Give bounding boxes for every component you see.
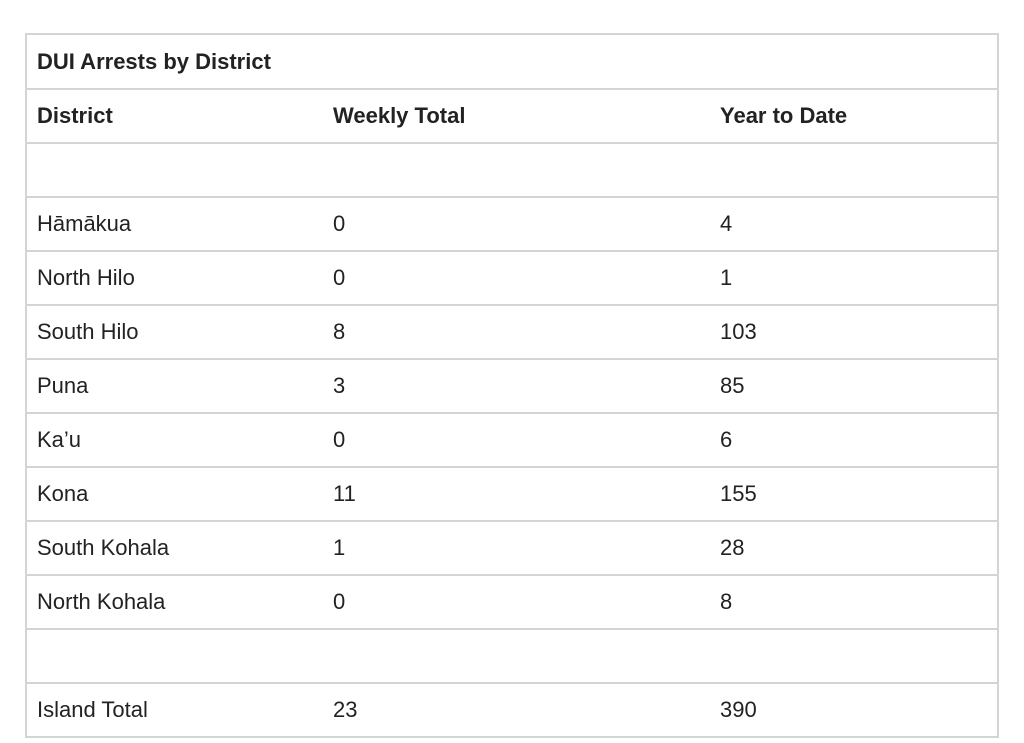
district-cell: South Kohala bbox=[37, 535, 170, 560]
year-to-date-cell: 85 bbox=[720, 373, 745, 398]
table-row: North Hilo 0 1 bbox=[27, 252, 997, 306]
dui-arrests-table: DUI Arrests by District District Weekly … bbox=[25, 33, 999, 738]
weekly-total-cell: 0 bbox=[333, 211, 346, 236]
year-to-date-cell: 155 bbox=[720, 481, 757, 506]
table-body: Hāmākua 0 4 North Hilo 0 1 South Hilo 8 103 Puna 3… bbox=[27, 144, 997, 738]
district-cell: North Hilo bbox=[37, 265, 135, 290]
table-row: Hāmākua 0 4 bbox=[27, 198, 997, 252]
table-row: South Hilo 8 103 bbox=[27, 306, 997, 360]
year-to-date-cell: 1 bbox=[720, 265, 733, 290]
district-cell: Kona bbox=[37, 481, 89, 506]
header-weekly-total: Weekly Total bbox=[333, 103, 466, 128]
weekly-total-cell: 11 bbox=[333, 481, 356, 506]
weekly-total-cell: 0 bbox=[333, 265, 346, 290]
table-row: Kona 11 155 bbox=[27, 468, 997, 522]
district-cell: Hāmākua bbox=[37, 211, 132, 236]
weekly-total-cell: 8 bbox=[333, 319, 346, 344]
weekly-total-cell: 0 bbox=[333, 427, 346, 452]
weekly-total-cell: 0 bbox=[333, 589, 346, 614]
district-cell: South Hilo bbox=[37, 319, 139, 344]
table-row bbox=[27, 144, 997, 198]
table-row: Island Total 23 390 bbox=[27, 684, 997, 738]
table-header-row: District Weekly Total Year to Date bbox=[27, 90, 997, 144]
year-to-date-cell: 103 bbox=[720, 319, 757, 344]
table-row: Ka’u 0 6 bbox=[27, 414, 997, 468]
table-title-row: DUI Arrests by District bbox=[27, 35, 997, 90]
weekly-total-cell: 23 bbox=[333, 697, 358, 722]
district-cell: Ka’u bbox=[37, 427, 82, 452]
table-row bbox=[27, 630, 997, 684]
header-district: District bbox=[37, 103, 113, 128]
year-to-date-cell: 390 bbox=[720, 697, 757, 722]
year-to-date-cell: 28 bbox=[720, 535, 745, 560]
year-to-date-cell: 8 bbox=[720, 589, 733, 614]
district-cell: Puna bbox=[37, 373, 89, 398]
table-row: Puna 3 85 bbox=[27, 360, 997, 414]
district-cell: North Kohala bbox=[37, 589, 166, 614]
year-to-date-cell: 4 bbox=[720, 211, 733, 236]
district-cell: Island Total bbox=[37, 697, 148, 722]
weekly-total-cell: 1 bbox=[333, 535, 346, 560]
year-to-date-cell: 6 bbox=[720, 427, 733, 452]
table-row: South Kohala 1 28 bbox=[27, 522, 997, 576]
weekly-total-cell: 3 bbox=[333, 373, 346, 398]
header-year-to-date: Year to Date bbox=[720, 103, 848, 128]
table-row: North Kohala 0 8 bbox=[27, 576, 997, 630]
table-title: DUI Arrests by District bbox=[37, 48, 271, 74]
